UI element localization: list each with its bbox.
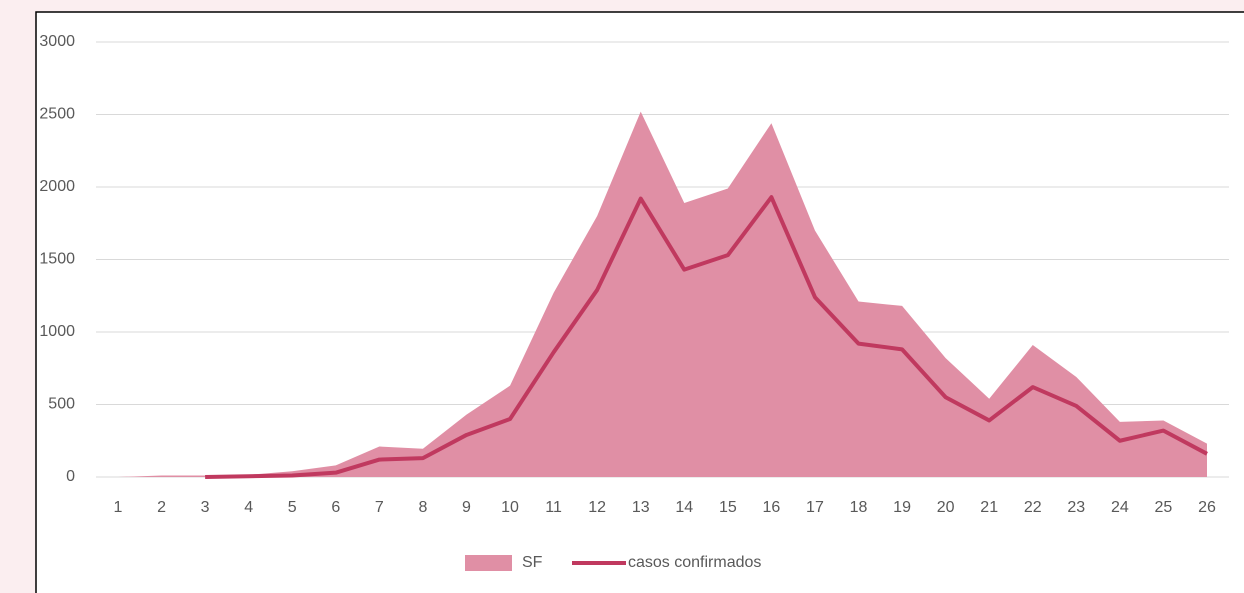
x-tick-label: 7: [375, 499, 384, 516]
x-tick-label: 2: [157, 499, 166, 516]
x-tick-label: 18: [850, 499, 868, 516]
x-tick-label: 4: [244, 499, 253, 516]
legend-label: casos confirmados: [628, 554, 761, 571]
x-tick-label: 1: [114, 499, 123, 516]
x-tick-label: 3: [201, 499, 210, 516]
line: [205, 195, 1208, 479]
y-tick-label: 3000: [39, 33, 75, 50]
legend-swatch: [465, 555, 512, 571]
x-tick-label: 20: [937, 499, 955, 516]
x-tick-label: 26: [1198, 499, 1216, 516]
x-tick-label: 19: [893, 499, 911, 516]
x-tick-label: 17: [806, 499, 824, 516]
x-tick-label: 9: [462, 499, 471, 516]
x-tick-label: 16: [763, 499, 781, 516]
y-tick-label: 2500: [39, 106, 75, 123]
x-tick-label: 25: [1155, 499, 1173, 516]
y-tick-label: 1000: [39, 323, 75, 340]
x-tick-label: 24: [1111, 499, 1129, 516]
x-tick-label: 13: [632, 499, 650, 516]
x-tick-label: 10: [501, 499, 519, 516]
x-tick-label: 5: [288, 499, 297, 516]
x-tick-label: 15: [719, 499, 737, 516]
y-tick-label: 0: [66, 468, 75, 485]
y-tick-label: 2000: [39, 178, 75, 195]
x-tick-label: 11: [545, 499, 562, 516]
y-tick-label: 1500: [39, 251, 75, 268]
y-tick-label: 500: [48, 396, 75, 413]
x-tick-label: 6: [331, 499, 340, 516]
x-tick-label: 8: [418, 499, 427, 516]
legend-label: SF: [522, 554, 543, 571]
x-tick-label: 14: [675, 499, 693, 516]
x-tick-label: 22: [1024, 499, 1042, 516]
x-tick-label: 21: [980, 499, 998, 516]
x-tick-label: 23: [1067, 499, 1085, 516]
x-tick-label: 12: [588, 499, 606, 516]
